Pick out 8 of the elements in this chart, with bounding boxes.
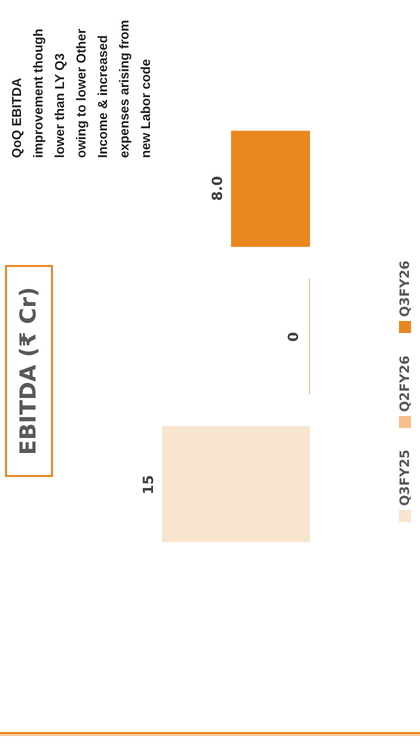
text: EBITDA (₹ Cr)	[5, 265, 53, 477]
data-label: 0	[286, 332, 302, 342]
text: QoQ EBITDA improvement though lower than LY Q3 owing to lower Other Income & increased expenses arising from new Labor code	[8, 19, 154, 158]
data-label: 15	[141, 474, 157, 494]
text: Q3FY26	[398, 260, 413, 318]
text: Q3FY25	[398, 450, 413, 506]
data-label: 8.0	[210, 176, 226, 202]
text: Q2FY26	[398, 355, 413, 412]
